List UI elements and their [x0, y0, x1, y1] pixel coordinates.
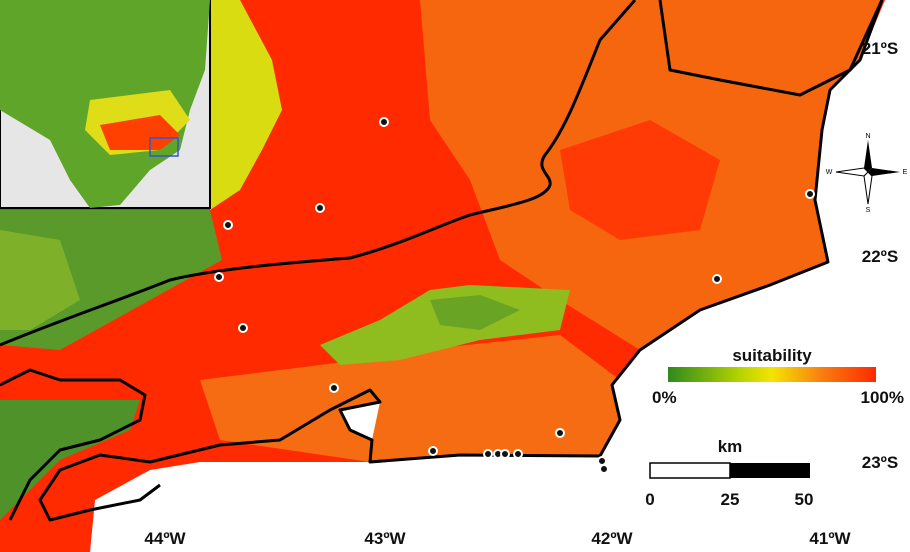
occurrence-points	[214, 117, 815, 474]
ocean	[90, 0, 910, 552]
legend-gradient	[668, 367, 876, 382]
point	[597, 456, 607, 466]
point	[428, 446, 438, 456]
red-patch	[560, 120, 720, 240]
legend-min: 0%	[652, 388, 677, 407]
compass-n: N	[865, 133, 870, 140]
scale-unit: km	[718, 437, 743, 456]
point	[315, 203, 325, 213]
green-region	[0, 400, 140, 520]
coastline	[38, 0, 884, 522]
point	[712, 274, 722, 284]
inset-region	[100, 115, 180, 150]
lime-strip	[210, 0, 282, 210]
compass-arm	[868, 168, 900, 176]
point	[599, 464, 609, 474]
lon-label: 42ºW	[591, 529, 633, 548]
state-boundary	[658, 0, 884, 97]
compass: N S W E	[826, 133, 908, 214]
point	[214, 272, 224, 282]
inset-extent	[149, 137, 179, 157]
lat-label: 23ºS	[862, 453, 898, 472]
compass-s: S	[866, 207, 871, 214]
green-patch	[430, 295, 520, 330]
point	[483, 449, 493, 459]
point	[223, 220, 233, 230]
point	[379, 117, 389, 127]
scale-label: 0	[645, 490, 654, 509]
lon-label: 44ºW	[144, 529, 186, 548]
point	[805, 189, 815, 199]
point	[238, 323, 248, 333]
legend-max: 100%	[861, 388, 904, 407]
compass-e: E	[903, 169, 908, 176]
lon-label: 41ºW	[809, 529, 851, 548]
scale-label: 50	[795, 490, 814, 509]
orange-region	[200, 335, 620, 462]
compass-arm	[864, 140, 872, 172]
green-region	[0, 230, 80, 330]
state-boundary	[0, 0, 637, 347]
point	[513, 449, 523, 459]
point	[329, 383, 339, 393]
scale-segment	[730, 463, 810, 478]
legend-title: suitability	[732, 346, 812, 365]
state-boundary	[0, 368, 147, 521]
lat-label: 21ºS	[862, 39, 898, 58]
point	[555, 428, 565, 438]
lon-label: 43ºW	[364, 529, 406, 548]
point	[500, 449, 510, 459]
scale-segment	[649, 462, 731, 479]
scale-label: 25	[721, 490, 740, 509]
compass-w: W	[826, 169, 833, 176]
lat-label: 22ºS	[862, 247, 898, 266]
lagoon	[340, 402, 380, 440]
